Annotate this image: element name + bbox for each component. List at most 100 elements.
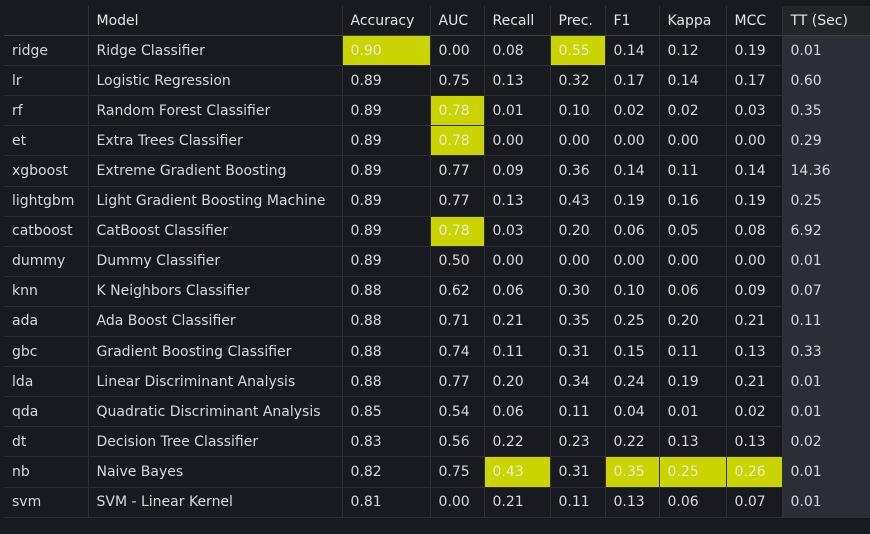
- cell-kappa: 0.13: [659, 426, 727, 458]
- cell-model: Extra Trees Classifier: [88, 125, 343, 157]
- cell-recall: 0.01: [484, 95, 551, 127]
- cell-auc: 0.74: [430, 336, 485, 368]
- cell-tt-sec: 0.25: [782, 186, 870, 217]
- table-row: catboost CatBoost Classifier 0.89 0.78 0.03 0…: [4, 216, 870, 247]
- table-row: lr Logistic Regression 0.89 0.75 0.13 0.32 0.1…: [4, 65, 870, 97]
- cell-auc: 0.54: [430, 396, 485, 428]
- cell-recall: 0.21: [484, 487, 551, 518]
- cell-recall: 0.00: [484, 246, 551, 277]
- cell-kappa: 0.06: [659, 487, 727, 518]
- cell-accuracy: 0.89: [342, 125, 431, 157]
- cell-accuracy: 0.82: [342, 456, 431, 488]
- cell-accuracy: 0.90: [342, 35, 431, 67]
- cell-tt-sec: 0.02: [782, 426, 870, 458]
- header-f1[interactable]: F1: [605, 6, 660, 37]
- cell-f1: 0.13: [605, 487, 660, 518]
- cell-accuracy: 0.88: [342, 276, 431, 307]
- cell-model: Random Forest Classifier: [88, 95, 343, 127]
- cell-index: dt: [4, 426, 89, 458]
- cell-recall: 0.20: [484, 366, 551, 398]
- cell-precision: 0.35: [550, 306, 606, 338]
- cell-mcc: 0.13: [726, 426, 783, 458]
- cell-tt-sec: 0.07: [782, 276, 870, 307]
- cell-kappa: 0.06: [659, 276, 727, 307]
- cell-model: Linear Discriminant Analysis: [88, 366, 343, 398]
- cell-tt-sec: 14.36: [782, 155, 870, 187]
- cell-kappa: 0.19: [659, 366, 727, 398]
- cell-kappa: 0.05: [659, 216, 727, 247]
- cell-index: qda: [4, 396, 89, 428]
- cell-kappa: 0.00: [659, 125, 727, 157]
- header-mcc[interactable]: MCC: [726, 6, 783, 37]
- cell-tt-sec: 6.92: [782, 216, 870, 247]
- cell-auc: 0.78: [430, 125, 485, 157]
- table-row: ada Ada Boost Classifier 0.88 0.71 0.21 0.35 0…: [4, 306, 870, 338]
- cell-index: lr: [4, 65, 89, 97]
- cell-auc: 0.77: [430, 186, 485, 217]
- cell-recall: 0.22: [484, 426, 551, 458]
- header-precision[interactable]: Prec.: [550, 6, 606, 37]
- cell-auc: 0.00: [430, 35, 485, 67]
- cell-index: xgboost: [4, 155, 89, 187]
- header-accuracy[interactable]: Accuracy: [342, 6, 431, 37]
- cell-f1: 0.00: [605, 125, 660, 157]
- cell-model: Quadratic Discriminant Analysis: [88, 396, 343, 428]
- cell-recall: 0.03: [484, 216, 551, 247]
- table-row: gbc Gradient Boosting Classifier 0.88 0.74 0…: [4, 336, 870, 368]
- cell-precision: 0.11: [550, 396, 606, 428]
- cell-mcc: 0.21: [726, 366, 783, 398]
- cell-model: CatBoost Classifier: [88, 216, 343, 247]
- cell-accuracy: 0.89: [342, 65, 431, 97]
- cell-index: lda: [4, 366, 89, 398]
- cell-kappa: 0.16: [659, 186, 727, 217]
- cell-accuracy: 0.83: [342, 426, 431, 458]
- cell-model: K Neighbors Classifier: [88, 276, 343, 307]
- cell-mcc: 0.17: [726, 65, 783, 97]
- cell-index: ridge: [4, 35, 89, 67]
- cell-auc: 0.78: [430, 95, 485, 127]
- cell-model: Naive Bayes: [88, 456, 343, 488]
- cell-index: ada: [4, 306, 89, 338]
- cell-tt-sec: 0.01: [782, 456, 870, 488]
- cell-model: Light Gradient Boosting Machine: [88, 186, 343, 217]
- header-recall[interactable]: Recall: [484, 6, 551, 37]
- cell-f1: 0.14: [605, 35, 660, 67]
- cell-recall: 0.13: [484, 186, 551, 217]
- header-tt-sec[interactable]: TT (Sec): [782, 6, 870, 37]
- cell-auc: 0.62: [430, 276, 485, 307]
- cell-model: Decision Tree Classifier: [88, 426, 343, 458]
- cell-index: knn: [4, 276, 89, 307]
- cell-mcc: 0.19: [726, 35, 783, 67]
- table-row: lda Linear Discriminant Analysis 0.88 0.77 0…: [4, 366, 870, 398]
- cell-precision: 0.31: [550, 456, 606, 488]
- cell-tt-sec: 0.33: [782, 336, 870, 368]
- table-row: nb Naive Bayes 0.82 0.75 0.43 0.31 0.35 0.25 0.2…: [4, 456, 870, 488]
- cell-accuracy: 0.89: [342, 95, 431, 127]
- cell-kappa: 0.12: [659, 35, 727, 67]
- table-row: dummy Dummy Classifier 0.89 0.50 0.00 0.00 0.0…: [4, 246, 870, 277]
- cell-recall: 0.06: [484, 276, 551, 307]
- cell-tt-sec: 0.01: [782, 366, 870, 398]
- cell-accuracy: 0.89: [342, 155, 431, 187]
- header-model[interactable]: Model: [88, 6, 343, 37]
- cell-kappa: 0.11: [659, 155, 727, 187]
- cell-precision: 0.30: [550, 276, 606, 307]
- cell-mcc: 0.00: [726, 125, 783, 157]
- cell-index: lightgbm: [4, 186, 89, 217]
- table-header: Model Accuracy AUC Recall Prec. F1 Kappa…: [4, 6, 870, 37]
- table-row: svm SVM - Linear Kernel 0.81 0.00 0.21 0.11 0.…: [4, 487, 870, 518]
- header-kappa[interactable]: Kappa: [659, 6, 727, 37]
- cell-precision: 0.20: [550, 216, 606, 247]
- header-row: Model Accuracy AUC Recall Prec. F1 Kappa…: [4, 6, 870, 37]
- model-comparison-table: Model Accuracy AUC Recall Prec. F1 Kappa…: [4, 6, 870, 518]
- cell-index: rf: [4, 95, 89, 127]
- cell-f1: 0.19: [605, 186, 660, 217]
- header-index: [4, 6, 89, 37]
- table-row: knn K Neighbors Classifier 0.88 0.62 0.06 0.3…: [4, 276, 870, 307]
- cell-precision: 0.10: [550, 95, 606, 127]
- cell-mcc: 0.09: [726, 276, 783, 307]
- header-auc[interactable]: AUC: [430, 6, 485, 37]
- cell-f1: 0.15: [605, 336, 660, 368]
- table-row: qda Quadratic Discriminant Analysis 0.85 0.…: [4, 396, 870, 428]
- cell-precision: 0.23: [550, 426, 606, 458]
